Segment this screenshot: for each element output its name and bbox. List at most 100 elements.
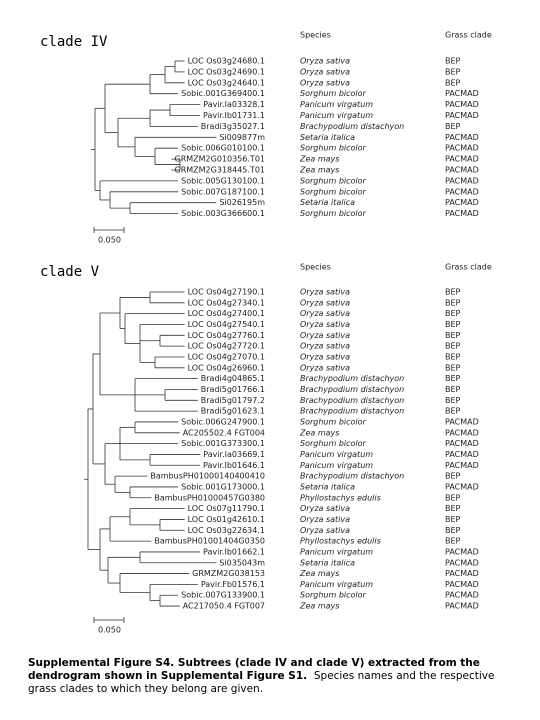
species: Panicum virgatum (300, 100, 373, 109)
species: Oryza sativa (300, 288, 350, 297)
species: Oryza sativa (300, 526, 350, 535)
gene-label: LOC Os04g27720.1 (188, 342, 265, 351)
species: Brachypodium distachyon (300, 472, 404, 481)
species: Sorghum bicolor (300, 89, 367, 98)
grass-clade: PACMAD (445, 187, 479, 196)
gene-label: Sobic.005G130100.1 (181, 176, 265, 185)
species: Oryza sativa (300, 504, 350, 513)
gene-label: Sobic.001G369400.1 (181, 89, 265, 98)
gene-label: Sobic.001G173000.1 (181, 482, 265, 491)
species: Zea mays (299, 428, 339, 437)
gene-label: LOC Os07g11790.1 (188, 504, 265, 513)
grass-clade: BEP (445, 342, 461, 351)
grass-clade: BEP (445, 67, 461, 76)
species: Zea mays (299, 166, 339, 175)
species-header: Species (300, 263, 331, 272)
grass-clade: BEP (445, 331, 461, 340)
species: Setaria italica (300, 558, 355, 567)
gene-label: BambusPH01000140400410 (150, 472, 265, 481)
grass-clade: BEP (445, 504, 461, 513)
grass-clade: PACMAD (445, 558, 479, 567)
grass-clade: BEP (445, 363, 461, 372)
grass-clade: BEP (445, 57, 461, 66)
grass-clade: PACMAD (445, 461, 479, 470)
gene-label: GRMZM2G038153 (192, 569, 265, 578)
species: Oryza sativa (300, 352, 350, 361)
species: Oryza sativa (300, 331, 350, 340)
species: Panicum virgatum (300, 580, 373, 589)
gene-label: LOC Os04g27340.1 (188, 298, 265, 307)
species: Brachypodium distachyon (300, 407, 404, 416)
grass-clade: PACMAD (445, 450, 479, 459)
gene-label: Bradi4g04865.1 (201, 374, 265, 383)
gene-label: Si035043m (219, 558, 265, 567)
species: Brachypodium distachyon (300, 122, 404, 131)
species: Sorghum bicolor (300, 439, 367, 448)
gene-label: LOC Os04g27400.1 (188, 309, 265, 318)
species: Brachypodium distachyon (300, 385, 404, 394)
caption-bold: Supplemental Figure S4. Subtrees (clade … (28, 657, 480, 682)
grass-clade: BEP (445, 122, 461, 131)
species: Zea mays (299, 155, 339, 164)
clade-header: Grass clade (445, 31, 492, 40)
gene-label: LOC Os03g24640.1 (188, 78, 265, 87)
grass-clade: BEP (445, 352, 461, 361)
grass-clade: BEP (445, 537, 461, 546)
gene-label: LOC Os04g27760.1 (188, 331, 265, 340)
clade-header: Grass clade (445, 263, 492, 272)
gene-label: Pavir.Ib01662.1 (203, 547, 265, 556)
gene-label: LOC Os03g22634.1 (188, 526, 265, 535)
gene-label: Si009877m (219, 133, 265, 142)
grass-clade: PACMAD (445, 100, 479, 109)
grass-clade: BEP (445, 526, 461, 535)
gene-label: BambusPH01001404G0350 (154, 537, 265, 546)
gene-label: BambusPH01000457G0380 (154, 493, 265, 502)
grass-clade: PACMAD (445, 569, 479, 578)
gene-label: LOC Os04g26960.1 (188, 363, 265, 372)
gene-label: LOC Os04g27540.1 (188, 320, 265, 329)
species: Panicum virgatum (300, 547, 373, 556)
gene-label: Bradi3g35027.1 (201, 122, 265, 131)
grass-clade: PACMAD (445, 198, 479, 207)
figure: clade IV Species Grass clade LOC Os03g24680… (40, 31, 492, 635)
gene-label: Pavir.Ia03669.1 (203, 450, 265, 459)
gene-label: Pavir.Ib01731.1 (203, 111, 265, 120)
gene-label: Sobic.006G010100.1 (181, 144, 265, 153)
scale-label: 0.050 (98, 626, 121, 635)
grass-clade: PACMAD (445, 547, 479, 556)
grass-clade: PACMAD (445, 133, 479, 142)
species: Oryza sativa (300, 298, 350, 307)
species: Panicum virgatum (300, 450, 373, 459)
grass-clade: PACMAD (445, 176, 479, 185)
species: Oryza sativa (300, 320, 350, 329)
gene-label: Sobic.003G366600.1 (181, 209, 265, 218)
scale-label: 0.050 (98, 236, 121, 245)
grass-clade: PACMAD (445, 111, 479, 120)
species: Sorghum bicolor (300, 591, 367, 600)
species: Oryza sativa (300, 78, 350, 87)
species: Phyllostachys edulis (300, 537, 381, 546)
gene-label: LOC Os03g24680.1 (188, 57, 265, 66)
grass-clade: PACMAD (445, 439, 479, 448)
gene-label: AC217050.4 FGT007 (183, 602, 265, 611)
grass-clade: BEP (445, 309, 461, 318)
gene-label: Pavir.Ia03328.1 (203, 100, 265, 109)
caption: Supplemental Figure S4. Subtrees (clade … (28, 657, 518, 696)
species-header: Species (300, 31, 331, 40)
grass-clade: PACMAD (445, 209, 479, 218)
grass-clade: PACMAD (445, 89, 479, 98)
grass-clade: PACMAD (445, 591, 479, 600)
species: Zea mays (299, 602, 339, 611)
grass-clade: BEP (445, 385, 461, 394)
species: Brachypodium distachyon (300, 374, 404, 383)
species: Sorghum bicolor (300, 144, 367, 153)
species: Oryza sativa (300, 57, 350, 66)
species: Zea mays (299, 569, 339, 578)
gene-label: Sobic.001G373300.1 (181, 439, 265, 448)
gene-label: LOC Os04g27190.1 (188, 288, 265, 297)
species: Oryza sativa (300, 67, 350, 76)
species: Oryza sativa (300, 342, 350, 351)
gene-label: Sobic.007G133900.1 (181, 591, 265, 600)
grass-clade: PACMAD (445, 482, 479, 491)
